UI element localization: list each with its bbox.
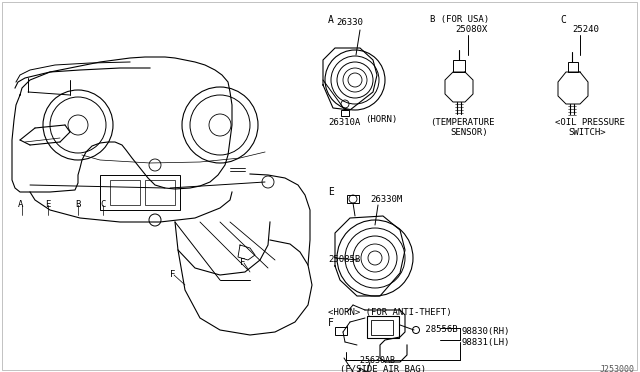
Bar [100,175,180,210]
Text: J253000: J253000 [600,365,635,372]
Text: (F/SIDE AIR BAG): (F/SIDE AIR BAG) [340,365,426,372]
Text: C: C [560,15,566,25]
Text: B (FOR USA): B (FOR USA) [430,15,489,24]
Bar [145,180,175,205]
Text: F: F [328,318,334,328]
Text: A: A [328,15,334,25]
Text: A: A [18,200,24,209]
Text: SWITCH>: SWITCH> [568,128,605,137]
Text: 98830(RH): 98830(RH) [462,327,510,336]
Text: 25240: 25240 [572,25,599,34]
Text: 26330M: 26330M [370,195,403,204]
Text: <OIL PRESSURE: <OIL PRESSURE [555,118,625,127]
Text: SENSOR): SENSOR) [450,128,488,137]
Bar [341,110,349,116]
Text: 26330: 26330 [336,18,363,27]
Text: C: C [100,200,106,209]
Text: 28556B: 28556B [420,325,458,334]
Text: ─ 25630AB─: ─ 25630AB─ [350,356,400,365]
Text: 25080X: 25080X [455,25,487,34]
Bar [110,180,140,205]
Text: 26310A: 26310A [328,118,360,127]
Text: 25085B: 25085B [328,255,360,264]
Text: (HORN): (HORN) [365,115,397,124]
Text: F: F [240,258,245,267]
Bar [335,327,347,335]
Text: E: E [45,200,51,209]
Text: B: B [75,200,81,209]
Text: (TEMPERATURE: (TEMPERATURE [430,118,495,127]
Text: <HORN> (FOR ANTI-THEFT): <HORN> (FOR ANTI-THEFT) [328,308,452,317]
Bar [568,62,578,72]
Bar [367,316,399,338]
Bar [371,320,393,335]
Text: F: F [170,270,175,279]
Text: E: E [328,187,334,197]
Bar [347,195,359,203]
Text: 98831(LH): 98831(LH) [462,338,510,347]
Bar [453,60,465,72]
